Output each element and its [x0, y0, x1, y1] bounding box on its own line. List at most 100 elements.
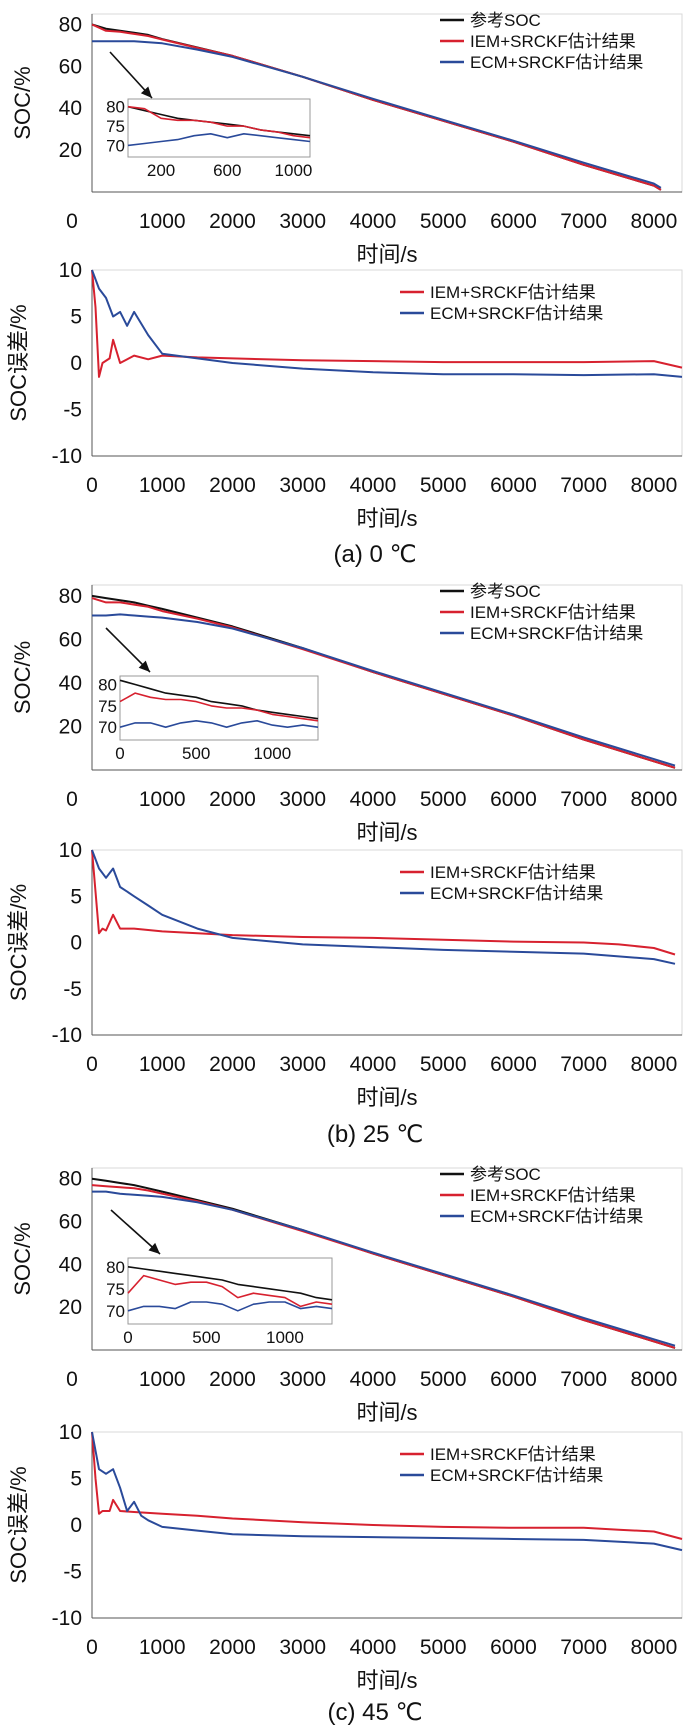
series-line-inset — [119, 679, 319, 720]
series-line-soc — [92, 40, 662, 189]
y-tick-label: 5 — [70, 306, 82, 329]
y-axis-label: SOC/% — [10, 641, 35, 714]
legend-label: 参考SOC — [470, 582, 541, 601]
inset-x-tick-label: 0 — [115, 744, 124, 763]
y-tick-label: 20 — [59, 139, 82, 162]
x-tick-label: 2000 — [209, 210, 256, 233]
panel-caption: (b) 25 ℃ — [327, 1121, 423, 1148]
y-axis-label: SOC误差/% — [6, 1466, 31, 1583]
x-tick-label: 5000 — [420, 1368, 467, 1391]
legend-label: ECM+SRCKF估计结果 — [430, 304, 603, 323]
inset-chart: 80 75 70 0 500 1000 — [98, 675, 319, 763]
series-line-soc — [91, 597, 676, 769]
x-tick-label: 2000 — [209, 1053, 256, 1076]
inset-y-tick-label: 80 — [98, 676, 117, 695]
y-tick-label: -5 — [63, 399, 82, 422]
series-line-inset — [127, 1266, 333, 1301]
x-tick-label: 3000 — [279, 788, 326, 811]
series-line-inset — [119, 720, 319, 728]
y-tick-label: -5 — [63, 1561, 82, 1584]
y-tick-label: 20 — [59, 715, 82, 738]
series-line-soc — [92, 613, 676, 767]
x-tick-label: 8000 — [631, 210, 678, 233]
x-tick-label: 3000 — [279, 210, 326, 233]
inset-chart: 80 75 70 0 500 1000 — [106, 1257, 333, 1347]
series-line-inset — [127, 1274, 333, 1308]
x-tick-label: 0 — [86, 1636, 98, 1659]
legend-label: IEM+SRCKF估计结果 — [470, 32, 636, 51]
x-tick-label: 5000 — [420, 1636, 467, 1659]
x-tick-label: 4000 — [350, 1368, 397, 1391]
x-tick-label: 7000 — [560, 1368, 607, 1391]
x-tick-label: 0 — [86, 1053, 98, 1076]
series-line-inset — [119, 692, 319, 722]
x-tick-label: 1000 — [139, 788, 186, 811]
x-tick-label: 8000 — [631, 1368, 678, 1391]
x-tick-label: 2000 — [209, 1368, 256, 1391]
x-axis-label: 时间/s — [356, 506, 417, 531]
inset-x-tick-label: 0 — [123, 1328, 132, 1347]
series-line-err — [91, 849, 676, 956]
x-tick-label: 4000 — [350, 1053, 397, 1076]
inset-y-tick-label: 70 — [106, 1302, 125, 1321]
y-axis-label: SOC误差/% — [6, 884, 31, 1001]
legend-label: ECM+SRCKF估计结果 — [470, 624, 643, 643]
y-tick-label: 60 — [59, 628, 82, 651]
inset-y-tick-label: 70 — [106, 136, 125, 155]
x-tick-label: 5000 — [420, 474, 467, 497]
x-tick-label: 6000 — [490, 474, 537, 497]
inset-x-tick-label: 200 — [147, 161, 175, 180]
inset-y-tick-label: 70 — [98, 718, 117, 737]
x-tick-label: 1000 — [139, 1636, 186, 1659]
legend-label: ECM+SRCKF估计结果 — [430, 884, 603, 903]
x-tick-label: 1000 — [139, 1053, 186, 1076]
y-axis-label: SOC/% — [10, 66, 35, 139]
legend-label: ECM+SRCKF估计结果 — [470, 1207, 643, 1226]
legend-label: IEM+SRCKF估计结果 — [430, 863, 596, 882]
y-tick-label: 5 — [70, 885, 82, 908]
y-tick-label: 0 — [70, 932, 82, 955]
legend-label: IEM+SRCKF估计结果 — [470, 603, 636, 622]
zoom-arrow-head — [148, 1242, 160, 1254]
y-tick-label: 5 — [70, 1468, 82, 1491]
legend-label: ECM+SRCKF估计结果 — [430, 1466, 603, 1485]
x-tick-label: 8000 — [631, 1636, 678, 1659]
inset-x-tick-label: 500 — [192, 1328, 220, 1347]
y-tick-label: 20 — [59, 1296, 82, 1319]
x-tick-label: 0 — [66, 788, 78, 811]
inset-frame — [119, 675, 319, 741]
x-tick-label: 3000 — [279, 1368, 326, 1391]
inset-y-tick-label: 80 — [106, 98, 125, 117]
x-tick-label: 2000 — [209, 474, 256, 497]
x-tick-label: 8000 — [631, 788, 678, 811]
inset-y-tick-label: 75 — [106, 117, 125, 136]
series-line-err — [91, 849, 676, 965]
x-tick-label: 6000 — [490, 210, 537, 233]
y-tick-label: -10 — [52, 1024, 82, 1047]
x-tick-label: 5000 — [420, 788, 467, 811]
x-tick-label: 5000 — [420, 210, 467, 233]
x-tick-label: 1000 — [139, 1368, 186, 1391]
panel-caption: (c) 45 ℃ — [328, 1699, 423, 1726]
x-tick-label: 3000 — [279, 1636, 326, 1659]
x-tick-label: 3000 — [279, 1053, 326, 1076]
zoom-arrow-head — [140, 86, 152, 98]
series-line-err — [91, 1431, 683, 1552]
x-tick-label: 6000 — [490, 1636, 537, 1659]
x-tick-label: 3000 — [279, 474, 326, 497]
y-axis-label: SOC/% — [10, 1222, 35, 1295]
y-tick-label: -5 — [63, 978, 82, 1001]
y-tick-label: 10 — [59, 1421, 82, 1444]
x-tick-label: 5000 — [420, 1053, 467, 1076]
y-axis-label: SOC误差/% — [6, 304, 31, 421]
inset-y-tick-label: 75 — [106, 1280, 125, 1299]
y-tick-label: 40 — [59, 672, 82, 695]
series-line-err — [91, 269, 683, 378]
x-axis-label: 时间/s — [356, 1400, 417, 1425]
y-tick-label: 80 — [59, 13, 82, 36]
x-tick-label: 6000 — [490, 788, 537, 811]
